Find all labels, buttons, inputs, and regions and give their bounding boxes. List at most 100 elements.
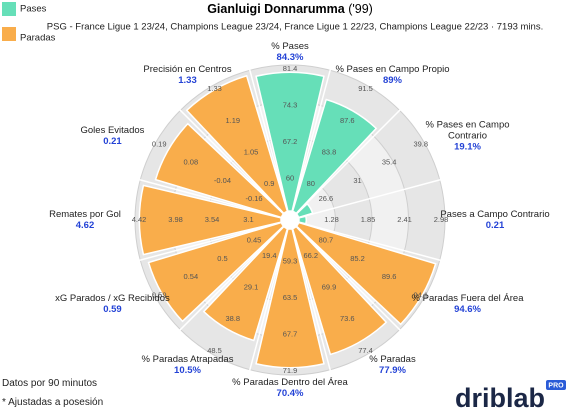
axis-tick-label: 71.9 [283,366,298,375]
axis-tick-label: 31 [353,176,361,185]
category-label: % Paradas Fuera del Área 94.6% [408,293,528,315]
metric-label: 0.21 [103,136,122,147]
category-label: Pases a Campo Contrario 0.21 [435,209,555,231]
separator [177,219,291,333]
metric-label: 19.1% [454,141,481,153]
axis-tick-label: 26.6 [319,194,334,203]
separator [289,107,403,221]
note: * Ajustadas a posesión [2,397,104,408]
metric-label: 89% [382,74,402,86]
axis-tick-label: 1.85 [361,215,376,224]
metric-label: 94.6% [454,304,481,315]
category-label: Remates por Gol 4.62 [25,209,145,231]
axis-tick-label: 38.8 [225,314,240,323]
legend-label: Pases [20,4,47,15]
axis-tick-label: 0.54 [184,272,199,281]
category-name: Precisión en Centros [143,63,232,75]
separator [289,219,403,333]
legend-swatch [2,2,16,16]
axis-tick-label: 60 [286,173,294,182]
category-label: % Paradas 77.9% [333,354,453,376]
metric-label: 0.59 [103,304,122,315]
axis-tick-label: 73.6 [340,314,355,323]
axis-tick-label: 3.1 [243,215,253,224]
axis-tick-label: 0.45 [247,236,262,245]
separator [289,66,332,221]
category-label: % Pases en Campo Contrario 19.1% [408,120,528,153]
axis-tick-label: 0.59 [152,290,167,299]
category-label: Goles Evitados 0.21 [52,125,172,147]
axis-tick-label: 80.7 [319,236,334,245]
axis-tick-label: 87.6 [340,116,355,125]
bars [138,71,437,369]
axis-tick-label: 19.4 [262,251,277,260]
axis-tick-label: 0.19 [152,139,167,148]
category-name: % Pases en Campo Contrario [425,119,510,142]
title-note: ('99) [348,2,373,16]
title-name: Gianluigi Donnarumma [207,2,346,16]
category-name: % Pases en Campo Propio [335,63,450,75]
axis-tick-label: 48.5 [207,346,222,355]
metric-label: 4.62 [75,220,95,231]
axis-tick-label: 59.3 [283,256,298,265]
separator [289,219,332,374]
category-name: xG Parados / xG Recibidos [55,293,170,304]
category-name: % Paradas Atrapadas [141,354,234,366]
axis-tick-label: 29.1 [244,283,259,292]
separator [248,219,291,374]
center [281,211,299,229]
axis-tick-label: 67.7 [283,329,298,338]
axis-tick-label: 81.4 [283,64,298,73]
category-label: % Pases en Campo Propio 89% [333,64,453,86]
category-name: Goles Evitados [80,125,145,136]
axis-tick-label: 91.5 [358,84,373,93]
axis-tick-label: 35.4 [382,158,397,167]
axis-tick-label: 4.42 [132,215,147,224]
separator [136,178,291,221]
axis-tick-label: 1.28 [324,215,339,224]
axis-tick-label: 94.1 [413,290,428,299]
category-label: % Pases 84.3% [230,41,350,63]
axis-tick-label: 74.3 [283,100,298,109]
brand-badge-bg [546,380,566,390]
axis-tick-label: 3.54 [205,215,220,224]
axis-tick-label: 1.19 [225,116,240,125]
metric-label: 0.21 [485,220,505,231]
axis-tick-label: 69.9 [322,283,337,292]
axis-tick-label: 63.5 [283,293,298,302]
metric-label: 1.33 [178,74,197,86]
brand-badge: PRO [548,382,564,389]
axis-tick-label: 77.4 [358,346,373,355]
axis-tick-label: 2.41 [397,215,412,224]
axis-tick-label: -0.16 [246,194,263,203]
separator [289,178,444,221]
brand: driblab [455,383,545,413]
metric-label: 70.4% [276,388,304,399]
axis-tick-label: 3.98 [168,215,183,224]
axis-tick-label: 1.05 [244,147,259,156]
note: Datos por 90 minutos [2,378,98,389]
axis-tick-label: 85.2 [350,254,365,263]
axis-tick-label: 0.5 [217,254,227,263]
axis-tick-label: 67.2 [283,137,298,146]
axis-tick-label: 1.33 [207,84,222,93]
category-label: xG Parados / xG Recibidos 0.59 [52,293,172,315]
metric-label: 10.5% [174,365,201,377]
separator [289,219,444,262]
separator [177,107,291,221]
subtitle: PSG - France Ligue 1 23/24, Champions Le… [47,22,543,33]
category-label: % Paradas Dentro del Área 70.4% [230,377,350,399]
category-name: Remates por Gol [49,209,121,220]
axis-tick-label: 80 [307,179,315,188]
category-name: % Paradas Dentro del Área [232,377,348,388]
axis-tick-label: 89.6 [382,272,397,281]
axis-tick-label: 0.08 [184,158,199,167]
category-name: % Paradas Fuera del Área [411,293,524,304]
axis-tick-label: 39.8 [413,139,428,148]
separator [248,66,291,221]
legend-label: Paradas [20,33,56,44]
axis-tick-label: 83.8 [322,147,337,156]
category-name: Pases a Campo Contrario [440,209,550,220]
